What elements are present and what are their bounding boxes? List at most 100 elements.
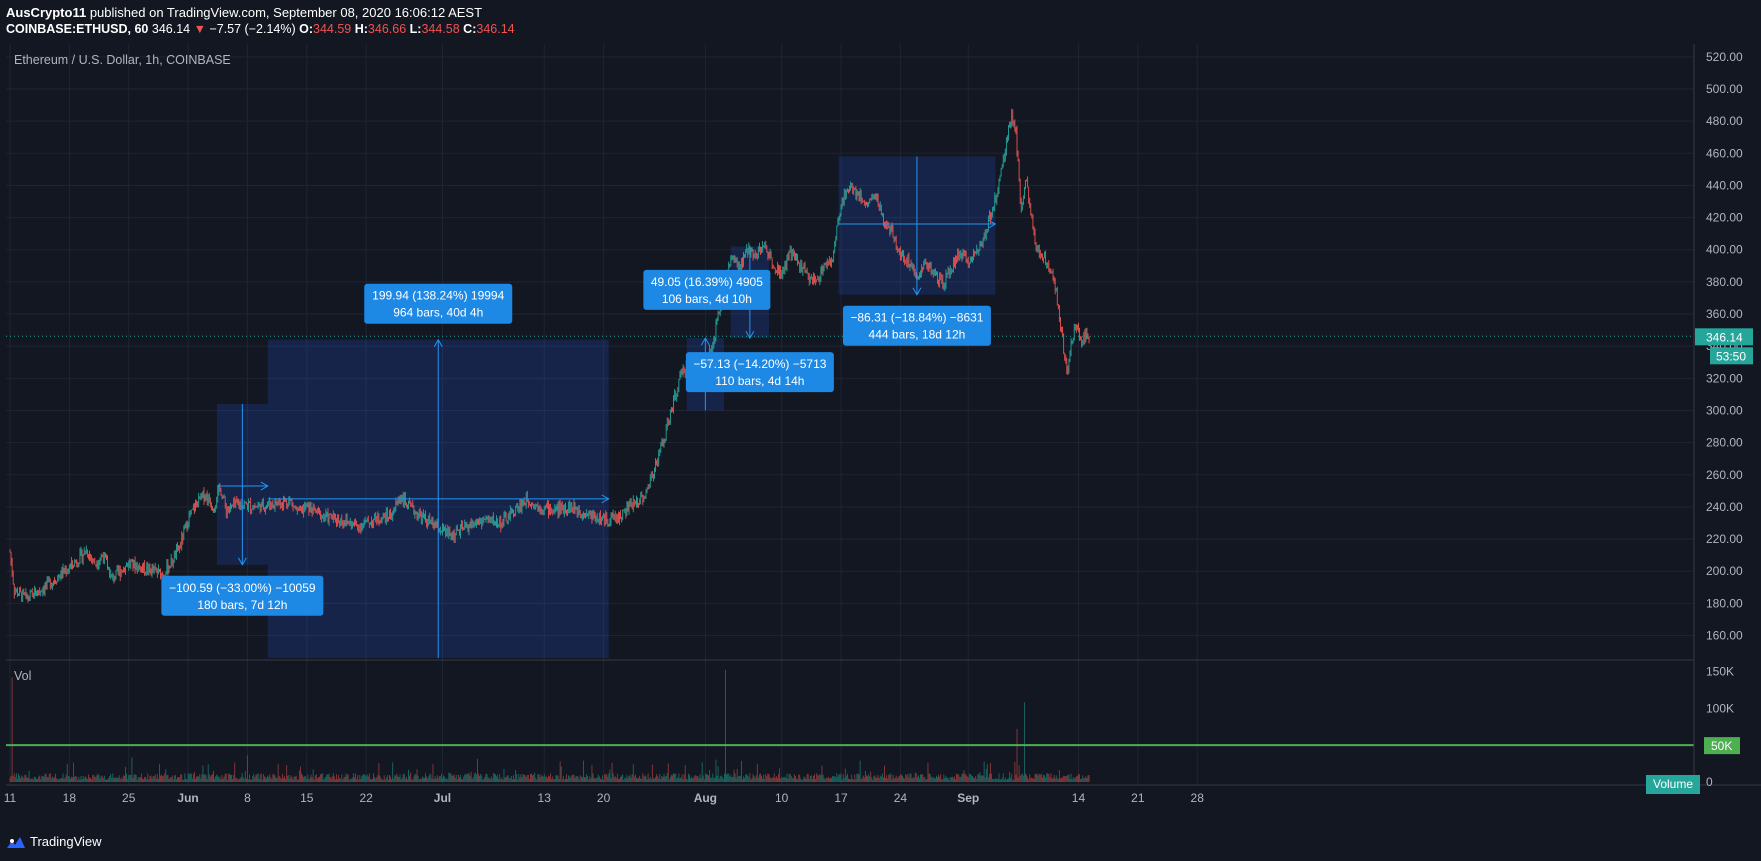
- price-tick-label: 280.00: [1706, 436, 1743, 450]
- time-tick-label: 20: [597, 791, 611, 805]
- volume-50k-label: 50K: [1711, 739, 1732, 753]
- close-value: 346.14: [476, 22, 515, 36]
- time-tick-label: 28: [1191, 791, 1205, 805]
- published-text: published on TradingView.com, September …: [89, 5, 483, 20]
- tradingview-icon: [7, 836, 25, 848]
- time-tick-label: 13: [538, 791, 552, 805]
- price-tick-label: 320.00: [1706, 371, 1743, 385]
- close-label: C:: [463, 22, 477, 36]
- measurement-label-box: [364, 283, 513, 324]
- measurement-bars-text: 110 bars, 4d 14h: [715, 374, 804, 388]
- measurement-label: −100.59 (−33.00%) −10059 180 bars, 7d 12h: [161, 575, 324, 616]
- range-arrow-vertical: [700, 337, 710, 346]
- volume-pane-label: Vol: [14, 669, 31, 683]
- measurement-change-text: −57.13 (−14.20%) −5713: [693, 357, 826, 371]
- range-arrow-right: [988, 219, 997, 229]
- time-tick-label: 17: [834, 791, 848, 805]
- time-tick-label: 21: [1131, 791, 1145, 805]
- price-tick-label: 300.00: [1706, 403, 1743, 417]
- volume-legend-badge[interactable]: Volume: [1646, 775, 1700, 794]
- price-tick-label: 200.00: [1706, 564, 1743, 578]
- measurement-label: −86.31 (−18.84%) −8631 444 bars, 18d 12h: [842, 305, 991, 346]
- tradingview-brand: TradingView: [30, 834, 102, 849]
- low-label: L:: [409, 22, 422, 36]
- low-value: 344.58: [421, 22, 460, 36]
- price-tick-label: 460.00: [1706, 146, 1743, 160]
- measurement-change-text: 49.05 (16.39%) 4905: [651, 275, 763, 289]
- measurement-change-text: 199.94 (138.24%) 19994: [372, 289, 504, 303]
- price-tick-label: 380.00: [1706, 275, 1743, 289]
- range-arrow-vertical: [912, 287, 922, 296]
- time-tick-label: Jun: [177, 791, 198, 805]
- time-tick-label: Aug: [694, 791, 717, 805]
- price-tick-label: 240.00: [1706, 500, 1743, 514]
- time-tick-label: 14: [1072, 791, 1086, 805]
- price-tick-label: 440.00: [1706, 178, 1743, 192]
- price-tick-label: 500.00: [1706, 82, 1743, 96]
- measurement-labels[interactable]: −100.59 (−33.00%) −10059 180 bars, 7d 12h…: [161, 269, 991, 616]
- volume-tick-label: 0: [1706, 775, 1713, 789]
- footer: TradingView: [0, 825, 1761, 861]
- time-tick-label: 11: [4, 791, 17, 805]
- range-arrow-vertical: [433, 338, 443, 347]
- measurement-bars-text: 180 bars, 7d 12h: [197, 598, 287, 612]
- range-arrow-vertical: [237, 557, 247, 566]
- countdown-badge: [1710, 347, 1753, 365]
- chart-title: Ethereum / U.S. Dollar, 1h, COINBASE: [14, 53, 231, 67]
- time-tick-label: 10: [775, 791, 789, 805]
- range-arrow-vertical: [745, 330, 755, 340]
- time-tick-label: 25: [122, 791, 136, 805]
- chart-area[interactable]: Ethereum / U.S. Dollar, 1h, COINBASEVol …: [0, 44, 1761, 825]
- volume-tick-label: 150K: [1706, 664, 1734, 678]
- price-tick-label: 520.00: [1706, 50, 1743, 64]
- measurement-bars-text: 106 bars, 4d 10h: [662, 292, 752, 306]
- measurement-label: −57.13 (−14.20%) −5713 110 bars, 4d 14h: [685, 352, 834, 393]
- price-tick-label: 180.00: [1706, 596, 1743, 610]
- price-candles[interactable]: [9, 108, 1090, 603]
- price-tick-label: 220.00: [1706, 532, 1743, 546]
- chart-header: AusCrypto11 published on TradingView.com…: [0, 0, 1761, 44]
- price-change: −7.57 (−2.14%): [209, 22, 296, 36]
- time-tick-label: Jul: [434, 791, 451, 805]
- volume-50k-badge: [1704, 737, 1740, 755]
- high-value: 346.66: [367, 22, 407, 36]
- measurement-label-box: [643, 269, 771, 310]
- high-label: H:: [354, 22, 368, 36]
- measurement-bars-text: 964 bars, 40d 4h: [393, 306, 483, 320]
- open-value: 344.59: [313, 22, 352, 36]
- current-price-badge: [1695, 328, 1753, 346]
- measurement-label-box: [842, 305, 991, 346]
- countdown-label: 53:50: [1716, 349, 1746, 363]
- price-tick-label: 400.00: [1706, 243, 1743, 257]
- range-arrow-right: [601, 494, 610, 504]
- volume-tick-label: 100K: [1706, 701, 1734, 715]
- time-tick-label: Sep: [957, 791, 979, 805]
- measurement-label-box: [161, 575, 324, 616]
- measurement-change-text: −86.31 (−18.84%) −8631: [850, 311, 983, 325]
- chart-axes[interactable]: 520.00 500.00 480.00 460.00 440.00 420.00 400.…: [4, 44, 1761, 805]
- time-tick-label: 15: [300, 791, 314, 805]
- time-tick-label: 22: [359, 791, 373, 805]
- measurement-bars-text: 444 bars, 18d 12h: [869, 328, 966, 342]
- measurement-label: 49.05 (16.39%) 4905 106 bars, 4d 10h: [643, 269, 771, 310]
- price-tick-label: 160.00: [1706, 628, 1743, 642]
- open-label: O:: [299, 22, 313, 36]
- price-tick-label: 420.00: [1706, 211, 1743, 225]
- measurement-label: 199.94 (138.24%) 19994 964 bars, 40d 4h: [364, 283, 513, 324]
- price-tick-label: 480.00: [1706, 114, 1743, 128]
- down-arrow-icon: ▼: [193, 22, 206, 36]
- symbol-name[interactable]: COINBASE:ETHUSD, 60: [6, 22, 149, 36]
- time-tick-label: 24: [894, 791, 908, 805]
- symbol-legend: COINBASE:ETHUSD, 60 346.14 ▼ −7.57 (−2.1…: [6, 22, 515, 36]
- tradingview-logo[interactable]: TradingView: [6, 834, 102, 849]
- price-tick-label: 260.00: [1706, 468, 1743, 482]
- grid-lines: [6, 44, 1694, 785]
- measurement-change-text: −100.59 (−33.00%) −10059: [169, 581, 316, 595]
- time-tick-label: 8: [244, 791, 251, 805]
- publish-info: AusCrypto11 published on TradingView.com…: [6, 5, 482, 20]
- publisher-name[interactable]: AusCrypto11: [6, 5, 87, 20]
- time-tick-label: 18: [63, 791, 77, 805]
- last-price: 346.14: [151, 22, 191, 36]
- price-tick-label: 360.00: [1706, 307, 1743, 321]
- current-price-label: 346.14: [1706, 330, 1743, 344]
